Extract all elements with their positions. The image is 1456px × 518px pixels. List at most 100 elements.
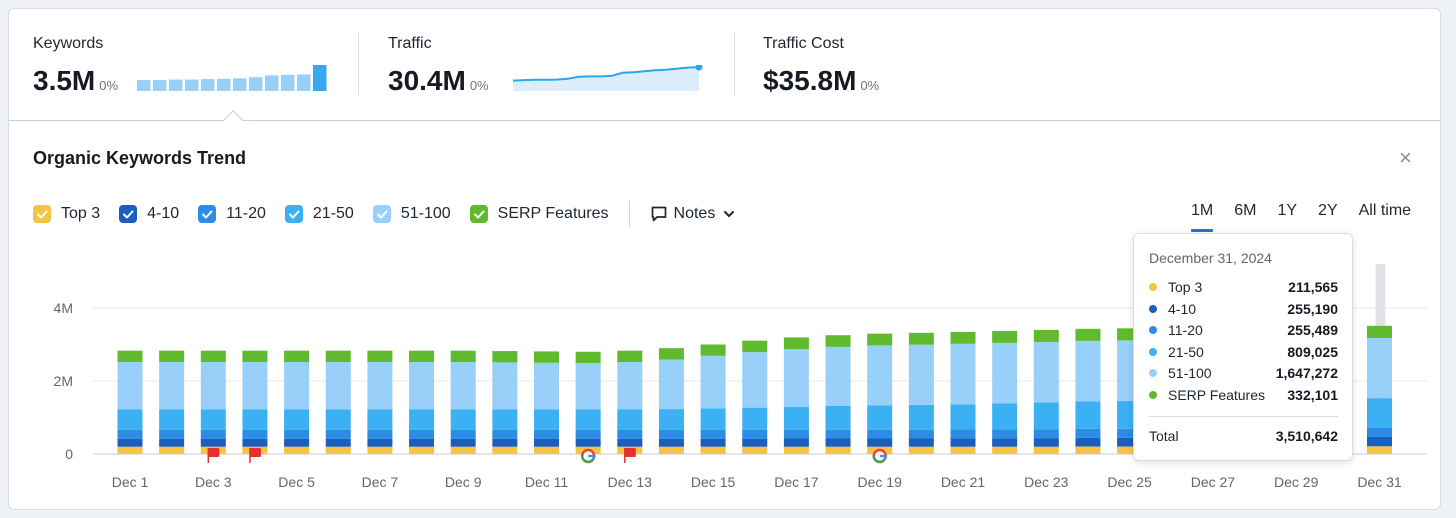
metric-divider: [358, 33, 359, 95]
bar-segment: [242, 350, 268, 363]
bar-segment: [1075, 401, 1101, 429]
bar-stack[interactable]: [200, 350, 226, 454]
bar-segment: [783, 438, 809, 447]
traffic-sparkline: [513, 65, 703, 91]
checkbox-checked-icon[interactable]: [198, 205, 217, 223]
bar-stack[interactable]: [409, 350, 435, 454]
tooltip-row-value: 809,025: [1287, 344, 1338, 360]
bar-stack[interactable]: [450, 350, 476, 454]
tab-1y[interactable]: 1Y: [1277, 202, 1298, 219]
bar-stack[interactable]: [1367, 325, 1392, 454]
flag-icon[interactable]: [624, 448, 636, 463]
metrics-separator: [9, 120, 1440, 121]
sparkline-bar: [137, 80, 151, 91]
legend-item-51-100[interactable]: 51-100: [372, 205, 451, 223]
bar-segment: [325, 350, 351, 363]
notes-dropdown[interactable]: Notes: [650, 205, 743, 223]
bar-segment: [367, 362, 393, 410]
bar-stack[interactable]: [908, 332, 934, 454]
bar-stack[interactable]: [242, 350, 268, 454]
tooltip-total-value: 3,510,642: [1275, 428, 1338, 444]
metric-traffic-cost[interactable]: Traffic Cost $35.8M 0%: [763, 35, 879, 96]
period-tabs: 1M 6M 1Y 2Y All time: [1191, 202, 1432, 232]
bar-segment: [783, 406, 809, 430]
bar-stack[interactable]: [117, 350, 143, 454]
bar-stack[interactable]: [825, 335, 851, 454]
bar-segment: [617, 429, 643, 439]
bar-stack[interactable]: [575, 351, 601, 454]
bar-segment: [409, 429, 435, 439]
bar-segment: [1033, 402, 1059, 430]
legend-item-11-20[interactable]: 11-20: [198, 205, 266, 223]
x-tick-label: Dec 9: [445, 474, 482, 490]
metric-keywords[interactable]: Keywords 3.5M 0%: [33, 35, 327, 96]
legend-item-top-3[interactable]: Top 3: [33, 205, 100, 223]
bar-stack[interactable]: [783, 337, 809, 454]
bar-segment: [742, 407, 768, 430]
bar-segment: [492, 429, 518, 439]
bar-segment: [450, 350, 476, 363]
bar-segment: [617, 409, 643, 430]
bar-stack[interactable]: [617, 350, 643, 454]
tab-1m[interactable]: 1M: [1191, 202, 1214, 232]
checkbox-checked-icon[interactable]: [119, 205, 138, 223]
bar-segment: [950, 404, 976, 430]
bar-segment: [1075, 446, 1101, 454]
bar-segment: [450, 438, 476, 447]
legend-label: 51-100: [400, 205, 451, 222]
tab-6m[interactable]: 6M: [1234, 202, 1257, 219]
bar-stack[interactable]: [658, 348, 684, 454]
bar-stack[interactable]: [159, 350, 185, 454]
checkbox-checked-icon[interactable]: [284, 205, 303, 223]
google-update-icon[interactable]: [872, 448, 887, 464]
bar-stack[interactable]: [367, 350, 393, 454]
tab-all-time[interactable]: All time: [1358, 202, 1412, 219]
bar-segment: [700, 344, 726, 356]
bar-stack[interactable]: [1033, 329, 1059, 454]
bar-segment: [492, 351, 518, 363]
bar-segment: [617, 362, 643, 410]
close-icon[interactable]: ×: [1399, 145, 1412, 170]
metric-divider: [734, 33, 735, 95]
legend-label: 21-50: [312, 205, 354, 222]
bar-stack[interactable]: [992, 330, 1018, 454]
bar-stack[interactable]: [867, 333, 893, 454]
y-tick-label: 2M: [54, 373, 73, 389]
bar-stack[interactable]: [325, 350, 351, 454]
bar-stack[interactable]: [492, 351, 518, 454]
sparkline-bar: [265, 75, 279, 91]
bar-stack[interactable]: [742, 340, 768, 454]
legend-item-4-10[interactable]: 4-10: [119, 205, 179, 223]
bar-stack[interactable]: [534, 351, 559, 454]
bar-segment: [742, 340, 768, 353]
bar-stack[interactable]: [700, 344, 726, 455]
bar-segment: [950, 446, 976, 454]
bar-segment: [783, 337, 809, 350]
x-tick-label: Dec 23: [1024, 474, 1069, 490]
bar-segment: [908, 332, 934, 345]
bar-segment: [117, 362, 143, 410]
flag-icon[interactable]: [207, 448, 220, 463]
bar-segment: [825, 346, 851, 407]
tab-2y[interactable]: 2Y: [1318, 202, 1338, 219]
bar-stack[interactable]: [1075, 328, 1101, 454]
legend-item-21-50[interactable]: 21-50: [284, 205, 354, 223]
checkbox-checked-icon[interactable]: [469, 205, 488, 223]
metric-change: 0%: [860, 78, 880, 93]
metric-change: 0%: [469, 78, 489, 93]
bar-segment: [700, 355, 726, 409]
bar-segment: [742, 352, 768, 408]
metric-traffic[interactable]: Traffic 30.4M 0%: [388, 35, 703, 96]
bar-stack[interactable]: [950, 331, 976, 454]
sparkline-endpoint: [695, 65, 703, 71]
bar-segment: [242, 438, 268, 447]
google-update-icon[interactable]: [580, 448, 596, 464]
flag-icon[interactable]: [249, 448, 261, 463]
bar-segment: [409, 409, 435, 430]
bar-stack[interactable]: [284, 350, 310, 454]
x-tick-label: Dec 11: [525, 474, 569, 490]
checkbox-checked-icon[interactable]: [372, 205, 391, 223]
tooltip-row: 11-20 255,489: [1149, 320, 1338, 340]
legend-item-serp-features[interactable]: SERP Features: [469, 205, 609, 223]
checkbox-checked-icon[interactable]: [33, 205, 51, 223]
